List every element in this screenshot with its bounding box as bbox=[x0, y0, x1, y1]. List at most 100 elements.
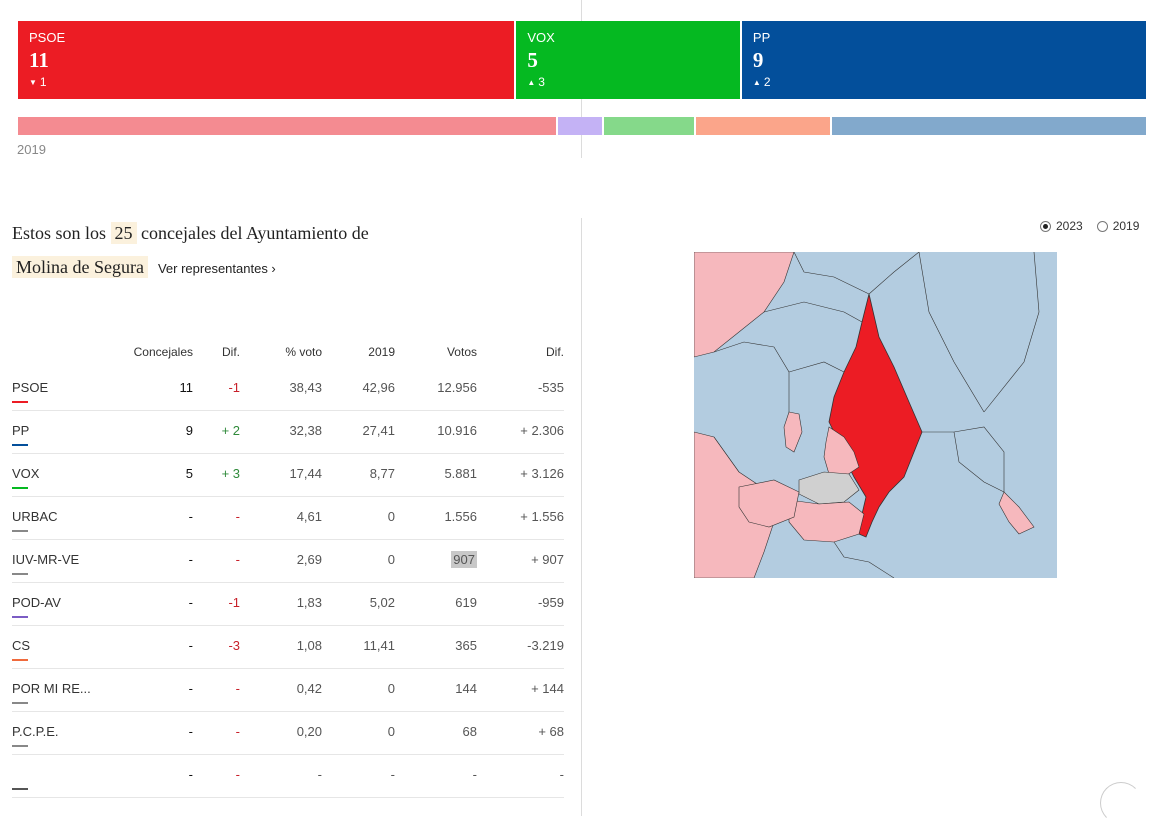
year-radio-2019[interactable]: 2019 bbox=[1096, 219, 1139, 233]
party-seat-diff: - bbox=[235, 552, 240, 567]
bar-2019-segment-psoe bbox=[18, 117, 556, 135]
table-row: P.C.P.E. - - 0,20 0 68 + 68 bbox=[12, 712, 564, 755]
municipality-map bbox=[694, 252, 1057, 578]
party-votes-value: 5.881 bbox=[444, 466, 477, 481]
year-radio-2023[interactable]: 2023 bbox=[1040, 219, 1083, 233]
map-district-small[interactable] bbox=[783, 411, 803, 453]
party-2019-pct: 0 bbox=[387, 681, 395, 696]
party-vote-pct: 1,08 bbox=[296, 638, 322, 653]
party-seats: - bbox=[188, 509, 193, 524]
table-row: POD-AV - -1 1,83 5,02 619 -959 bbox=[12, 583, 564, 626]
map-district-south-center[interactable] bbox=[788, 499, 865, 543]
party-seat-diff: + 2 bbox=[221, 423, 240, 438]
party-vote-pct: - bbox=[317, 767, 322, 782]
party-votes: 144 bbox=[455, 681, 477, 696]
table-row: VOX 5 + 3 17,44 8,77 5.881 + 3.126 bbox=[12, 454, 564, 497]
party-name: IUV-MR-VE bbox=[12, 552, 80, 567]
triangle-up-icon: ▲ bbox=[527, 78, 536, 87]
party-color-line bbox=[12, 487, 28, 489]
map-district-tie[interactable] bbox=[798, 471, 860, 505]
party-votes-value: 68 bbox=[462, 724, 477, 739]
seat-diff-value: 1 bbox=[39, 75, 47, 89]
party-vote-diff: + 3.126 bbox=[520, 466, 564, 481]
party-seat-diff: - bbox=[235, 767, 240, 782]
radio-circle-icon[interactable] bbox=[1040, 220, 1051, 232]
triangle-up-icon: ▲ bbox=[752, 78, 761, 87]
seat-segment-diff: ▲ 3 bbox=[527, 75, 729, 89]
map-district-borders bbox=[713, 252, 1040, 578]
intro-municipality-line: Molina de Segura Ver representantes › bbox=[12, 256, 276, 278]
party-name: CS bbox=[12, 638, 31, 653]
radio-circle-icon[interactable] bbox=[1096, 220, 1108, 232]
view-representatives-link[interactable]: Ver representantes › bbox=[157, 261, 276, 276]
party-2019-pct: 0 bbox=[387, 509, 395, 524]
party-votes: 619 bbox=[455, 595, 477, 610]
party-name: VOX bbox=[12, 466, 40, 481]
map-district-left-mid[interactable] bbox=[738, 479, 800, 528]
party-votes: 907 bbox=[451, 551, 477, 568]
party-name: PP bbox=[12, 423, 30, 438]
header-seats: Concejales bbox=[133, 345, 193, 359]
party-votes: - bbox=[473, 767, 477, 782]
party-votes-value: 12.956 bbox=[437, 380, 477, 395]
councillor-count: 25 bbox=[110, 222, 137, 244]
map-district-east[interactable] bbox=[998, 491, 1035, 535]
party-vote-pct: 0,42 bbox=[296, 681, 322, 696]
party-vote-diff: + 1.556 bbox=[520, 509, 564, 524]
party-votes-value: 907 bbox=[451, 551, 477, 568]
party-color-line bbox=[12, 659, 28, 661]
intro-text: Estos son los 25 concejales del Ayuntami… bbox=[12, 222, 369, 244]
party-vote-pct: 17,44 bbox=[289, 466, 322, 481]
party-seats: - bbox=[188, 552, 193, 567]
party-votes: 12.956 bbox=[437, 380, 477, 395]
party-color-line bbox=[12, 788, 28, 790]
seat-segment-diff: ▼ 1 bbox=[29, 75, 503, 89]
party-name: PSOE bbox=[12, 380, 49, 395]
header-vote-diff: Dif. bbox=[546, 345, 564, 359]
intro-prefix: Estos son los bbox=[12, 223, 107, 243]
loading-spinner bbox=[1100, 782, 1142, 824]
header-seat-diff: Dif. bbox=[222, 345, 240, 359]
party-seats: - bbox=[188, 767, 193, 782]
year-selector: 2023 2019 bbox=[1040, 219, 1139, 233]
party-2019-pct: 42,96 bbox=[362, 380, 395, 395]
seat-diff-value: 2 bbox=[763, 75, 771, 89]
table-row: ------ bbox=[12, 755, 564, 798]
seat-segment-value: 5 bbox=[527, 48, 538, 72]
party-seat-diff: - bbox=[235, 724, 240, 739]
party-votes-value: 10.916 bbox=[437, 423, 477, 438]
seat-bar-2023: PSOE 11 ▼ 1 VOX 5 ▲ 3 PP 9 ▲ 2 bbox=[18, 21, 1146, 99]
party-seat-diff: + 3 bbox=[221, 466, 240, 481]
party-vote-diff: -535 bbox=[537, 380, 564, 395]
party-seats: 5 bbox=[185, 466, 193, 481]
seat-segment-value: 11 bbox=[29, 48, 49, 72]
party-seat-diff: -1 bbox=[228, 380, 240, 395]
seat-segment-name: PSOE bbox=[29, 30, 66, 45]
bar-2019-segment-pp bbox=[830, 117, 1146, 135]
map-district-west[interactable] bbox=[694, 252, 795, 358]
seat-segment-name: VOX bbox=[527, 30, 555, 45]
municipality-name: Molina de Segura bbox=[12, 256, 148, 278]
party-vote-pct: 38,43 bbox=[289, 380, 322, 395]
party-seat-diff: -3 bbox=[228, 638, 240, 653]
party-2019-pct: 27,41 bbox=[362, 423, 395, 438]
party-votes: 1.556 bbox=[444, 509, 477, 524]
party-color-line bbox=[12, 702, 28, 704]
seat-bar-2019 bbox=[18, 117, 1146, 135]
seat-segment-name: PP bbox=[752, 30, 771, 45]
party-seats: - bbox=[188, 724, 193, 739]
bar-2019-segment-cs bbox=[694, 117, 831, 135]
party-vote-diff: + 2.306 bbox=[520, 423, 564, 438]
bar-2019-segment-vox bbox=[602, 117, 694, 135]
party-color-line bbox=[12, 573, 28, 575]
content-divider bbox=[581, 218, 582, 816]
table-row: CS - -3 1,08 11,41 365 -3.219 bbox=[12, 626, 564, 669]
party-vote-diff: -959 bbox=[537, 595, 564, 610]
party-vote-diff: -3.219 bbox=[527, 638, 564, 653]
party-seat-diff: -1 bbox=[228, 595, 240, 610]
seat-segment-psoe: PSOE 11 ▼ 1 bbox=[18, 21, 515, 99]
table-body: PSOE 11 -1 38,43 42,96 12.956 -535 PP 9 + 2 32,38 2… bbox=[12, 368, 564, 798]
party-name: URBAC bbox=[12, 509, 58, 524]
party-2019-pct: 5,02 bbox=[369, 595, 395, 610]
party-vote-diff: - bbox=[559, 767, 564, 782]
